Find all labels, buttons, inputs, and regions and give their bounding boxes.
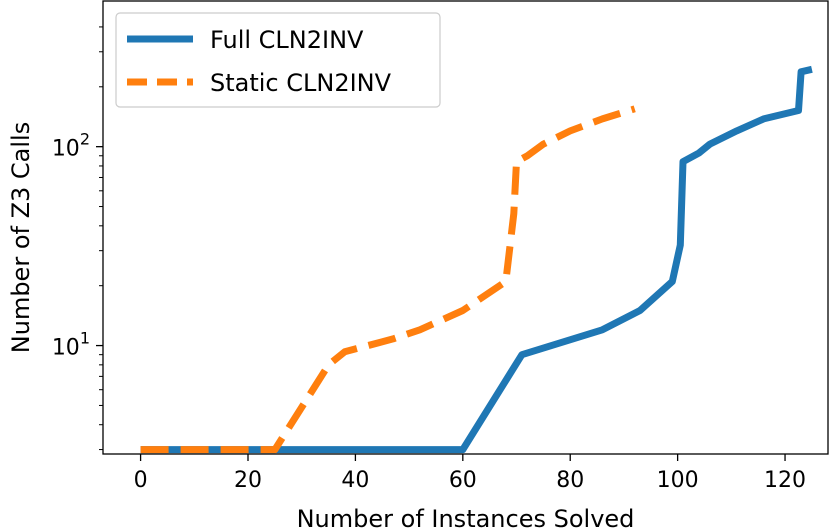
x-tick-label: 0 xyxy=(134,468,148,493)
legend-box xyxy=(115,12,441,108)
x-tick-label: 80 xyxy=(556,468,584,493)
x-tick-label: 100 xyxy=(657,468,699,493)
y-tick-label: 102 xyxy=(52,130,90,162)
y-axis-ticks: 101 102 xyxy=(52,130,103,361)
x-tick-label: 20 xyxy=(234,468,262,493)
plot-frame xyxy=(102,0,829,455)
x-axis-label: Number of Instances Solved xyxy=(297,505,635,532)
y-minor-ticks xyxy=(99,26,103,451)
x-tick-label: 120 xyxy=(764,468,806,493)
legend: Full CLN2INV Static CLN2INV xyxy=(115,12,441,108)
series-line-full-cln2inv xyxy=(140,65,813,454)
series-line-static-cln2inv xyxy=(140,105,636,454)
legend-label-static-cln2inv: Static CLN2INV xyxy=(210,69,392,97)
y-tick-label: 101 xyxy=(52,329,90,361)
x-axis-ticks: 0 20 40 60 80 100 120 xyxy=(134,454,806,493)
legend-label-full-cln2inv: Full CLN2INV xyxy=(210,26,364,54)
x-tick-label: 40 xyxy=(341,468,369,493)
series-layer xyxy=(140,65,813,454)
x-tick-label: 60 xyxy=(449,468,477,493)
y-axis-label: Number of Z3 Calls xyxy=(7,122,35,353)
